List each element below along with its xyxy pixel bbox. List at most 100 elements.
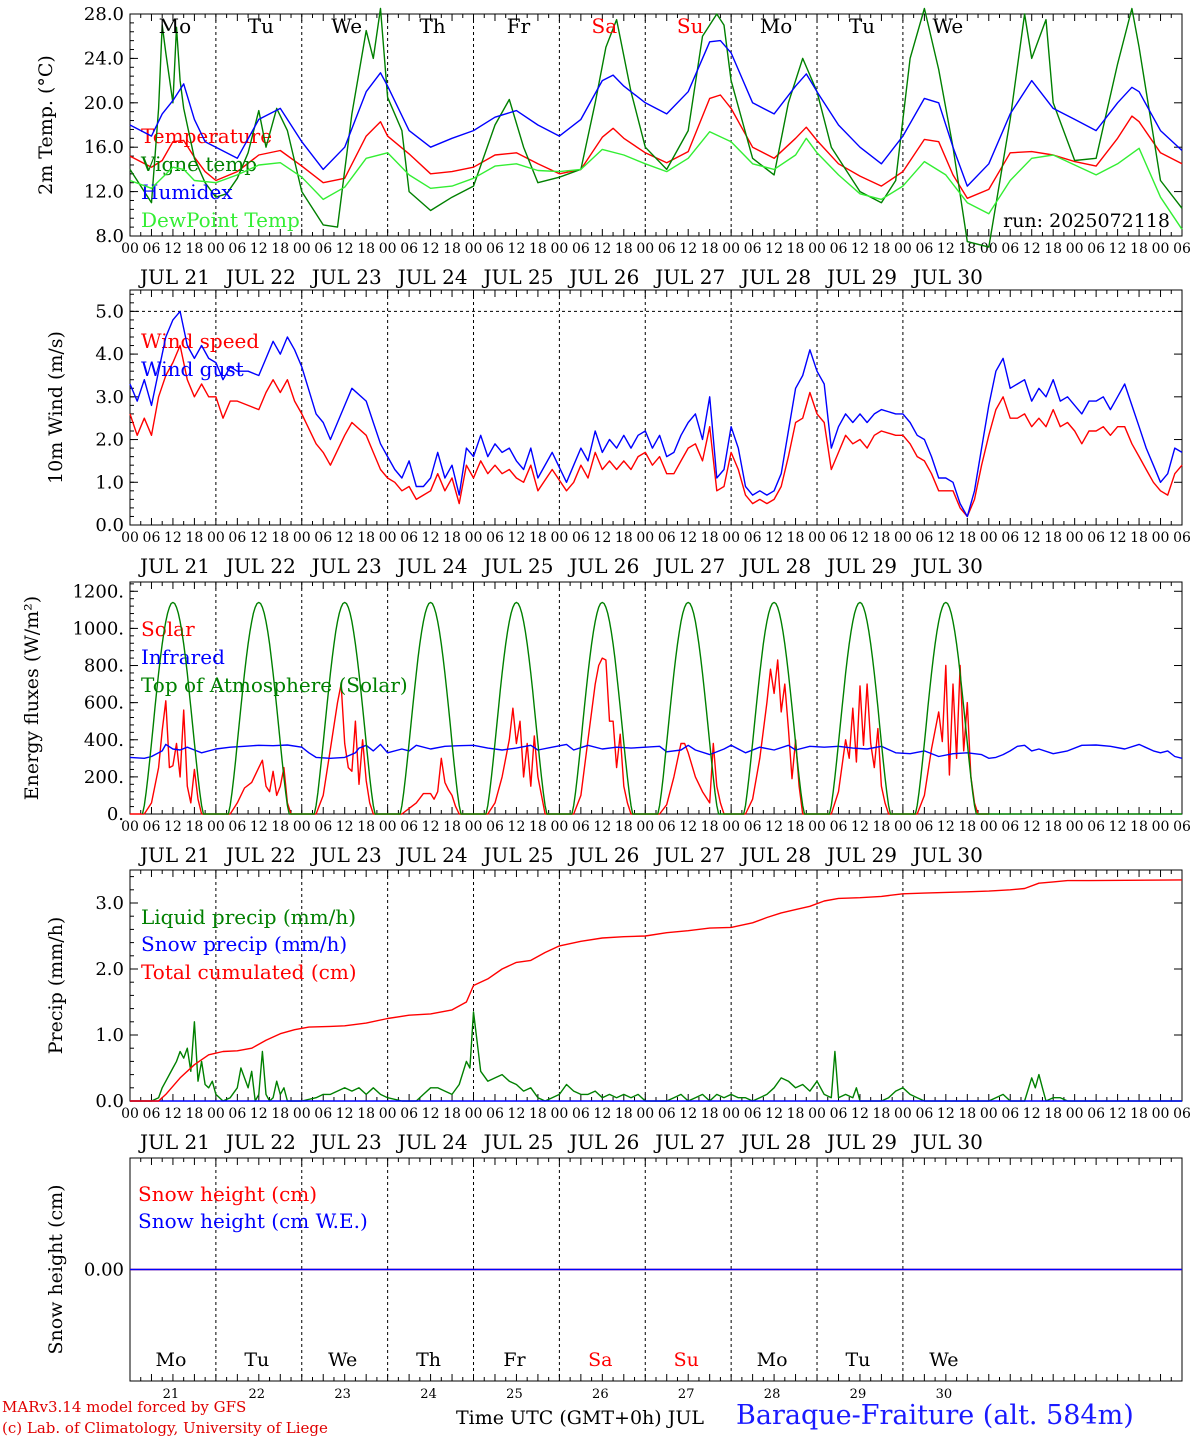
y-tick-label: 600. <box>84 693 124 714</box>
date-label: JUL 29 <box>825 265 897 289</box>
panel-frame <box>129 581 1183 815</box>
date-label: JUL 24 <box>396 843 468 867</box>
hour-tick-label: 18 <box>357 241 375 257</box>
y-tick-label: 400. <box>84 730 124 751</box>
hour-tick-label: 06 <box>915 241 933 257</box>
hour-tick-label: 18 <box>1044 241 1062 257</box>
hour-tick-label: 00 <box>293 819 311 835</box>
hour-tick-label: 06 <box>486 1106 504 1122</box>
hour-tick-label: 06 <box>915 819 933 835</box>
hour-tick-label: 00 <box>980 241 998 257</box>
hour-tick-label: 18 <box>873 1106 891 1122</box>
hour-tick-label: 06 <box>314 819 332 835</box>
weekday-label: We <box>331 14 362 38</box>
panel-frame <box>129 289 1183 526</box>
y-tick-label: 1000. <box>72 618 124 639</box>
hour-tick-label: 12 <box>336 530 354 546</box>
hour-tick-label: 12 <box>508 530 526 546</box>
date-label: JUL 30 <box>911 265 983 289</box>
hour-tick-label: 06 <box>143 1106 161 1122</box>
hour-tick-label: 06 <box>658 1106 676 1122</box>
date-label: JUL 22 <box>224 265 296 289</box>
hour-tick-label: 18 <box>701 1106 719 1122</box>
hour-tick-label: 18 <box>271 530 289 546</box>
hour-tick-label: 18 <box>443 530 461 546</box>
hour-tick-label: 18 <box>185 241 203 257</box>
hour-tick-label: 06 <box>1001 1106 1019 1122</box>
hour-tick-label: 06 <box>486 530 504 546</box>
series-line-0 <box>130 1011 1182 1102</box>
y-tick-label: 0.00 <box>84 1260 124 1281</box>
date-label: JUL 25 <box>481 265 553 289</box>
hour-tick-label: 12 <box>765 530 783 546</box>
date-label: JUL 26 <box>567 843 639 867</box>
hour-tick-label: 12 <box>593 819 611 835</box>
hour-tick-label: 12 <box>765 819 783 835</box>
legend-entry: Vigne temp <box>140 152 257 176</box>
hour-tick-label: 00 <box>207 241 225 257</box>
hour-tick-label: 00 <box>121 241 139 257</box>
hour-tick-label: 12 <box>508 241 526 257</box>
hour-tick-label: 18 <box>185 1106 203 1122</box>
legend-entry: Solar <box>141 617 195 641</box>
date-label: JUL 26 <box>567 554 639 578</box>
hour-tick-label: 18 <box>357 530 375 546</box>
hour-tick-label: 18 <box>1130 241 1148 257</box>
hour-tick-label: 18 <box>271 1106 289 1122</box>
hour-tick-label: 18 <box>615 241 633 257</box>
y-tick-label: 0.0 <box>95 515 124 536</box>
y-tick-label: 24.0 <box>84 48 124 69</box>
hour-tick-label: 12 <box>336 1106 354 1122</box>
series-line-1 <box>129 7 1183 248</box>
hour-tick-label: 18 <box>1130 1106 1148 1122</box>
date-label: JUL 22 <box>224 1130 296 1154</box>
hour-tick-label: 18 <box>958 530 976 546</box>
date-label: JUL 27 <box>653 265 725 289</box>
hour-tick-label: 06 <box>744 819 762 835</box>
hour-tick-label: 06 <box>1173 241 1191 257</box>
hour-tick-label: 12 <box>164 530 182 546</box>
hour-tick-label: 00 <box>636 1106 654 1122</box>
hour-tick-label: 18 <box>443 819 461 835</box>
hour-tick-label: 12 <box>1109 241 1127 257</box>
hour-tick-label: 06 <box>1001 819 1019 835</box>
hour-tick-label: 00 <box>808 241 826 257</box>
hour-tick-label: 18 <box>615 1106 633 1122</box>
weekday-label: Fr <box>507 14 531 38</box>
weekday-label: Mo <box>155 1349 186 1371</box>
hour-tick-label: 06 <box>314 530 332 546</box>
hour-tick-label: 12 <box>851 241 869 257</box>
weekday-label: Th <box>416 1349 441 1371</box>
y-tick-label: 4.0 <box>95 344 124 365</box>
hour-tick-label: 18 <box>701 819 719 835</box>
hour-tick-label: 00 <box>550 530 568 546</box>
hour-tick-label: 06 <box>830 819 848 835</box>
date-label: JUL 28 <box>739 265 811 289</box>
y-axis-label: 2m Temp. (°C) <box>35 55 57 195</box>
hour-tick-label: 12 <box>250 819 268 835</box>
series-line-2 <box>141 601 1182 815</box>
hour-tick-label: 00 <box>379 241 397 257</box>
y-tick-label: 200. <box>84 767 124 788</box>
y-tick-label: 12.0 <box>84 182 124 203</box>
hour-tick-label: 18 <box>787 241 805 257</box>
hour-tick-label: 00 <box>722 530 740 546</box>
date-label: JUL 21 <box>138 843 210 867</box>
hour-tick-label: 18 <box>873 241 891 257</box>
hour-tick-label: 00 <box>894 1106 912 1122</box>
legend-entry: Snow height (cm) <box>138 1182 317 1206</box>
day-number-label: 29 <box>850 1387 867 1402</box>
hour-tick-label: 00 <box>465 530 483 546</box>
hour-tick-label: 00 <box>722 241 740 257</box>
lab-credit: (c) Lab. of Climatology, University of L… <box>2 1419 328 1437</box>
weekday-label: Tu <box>845 1349 870 1371</box>
weekday-label: Sa <box>588 1349 612 1371</box>
hour-tick-label: 06 <box>400 530 418 546</box>
hour-tick-label: 12 <box>422 241 440 257</box>
hour-tick-label: 00 <box>121 1106 139 1122</box>
hour-tick-label: 12 <box>765 241 783 257</box>
panel-frame <box>129 13 1183 237</box>
hour-tick-label: 12 <box>593 1106 611 1122</box>
hour-tick-label: 06 <box>1087 1106 1105 1122</box>
y-tick-label: 0. <box>107 804 124 825</box>
